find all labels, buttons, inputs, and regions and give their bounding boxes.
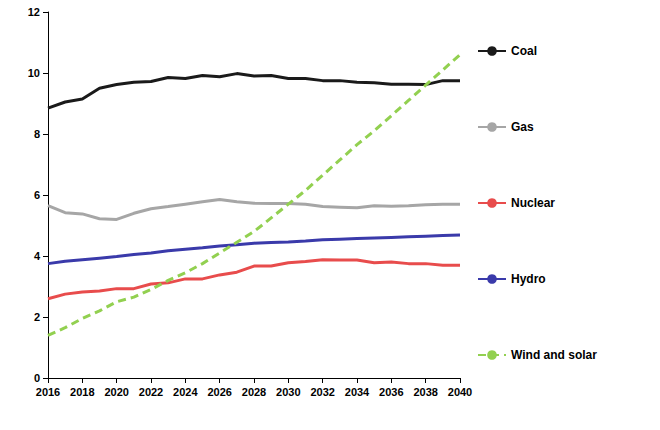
svg-text:2028: 2028 [242, 386, 266, 398]
svg-text:2024: 2024 [173, 386, 198, 398]
svg-text:2036: 2036 [379, 386, 403, 398]
svg-text:Nuclear: Nuclear [511, 196, 555, 210]
svg-text:10: 10 [28, 67, 40, 79]
svg-text:2034: 2034 [345, 386, 370, 398]
svg-text:12: 12 [28, 6, 40, 18]
svg-text:2020: 2020 [104, 386, 128, 398]
svg-text:Coal: Coal [511, 44, 537, 58]
svg-text:2: 2 [34, 311, 40, 323]
svg-text:8: 8 [34, 128, 40, 140]
svg-text:Hydro: Hydro [511, 272, 546, 286]
svg-text:2038: 2038 [413, 386, 437, 398]
svg-text:2022: 2022 [139, 386, 163, 398]
svg-text:2030: 2030 [276, 386, 300, 398]
svg-text:0: 0 [34, 372, 40, 384]
svg-text:2026: 2026 [207, 386, 231, 398]
svg-text:2032: 2032 [310, 386, 334, 398]
svg-text:6: 6 [34, 189, 40, 201]
svg-text:4: 4 [34, 250, 41, 262]
svg-text:2016: 2016 [36, 386, 60, 398]
svg-text:Wind and solar: Wind and solar [511, 348, 597, 362]
svg-text:2018: 2018 [70, 386, 94, 398]
svg-text:Gas: Gas [511, 120, 534, 134]
svg-text:2040: 2040 [448, 386, 472, 398]
